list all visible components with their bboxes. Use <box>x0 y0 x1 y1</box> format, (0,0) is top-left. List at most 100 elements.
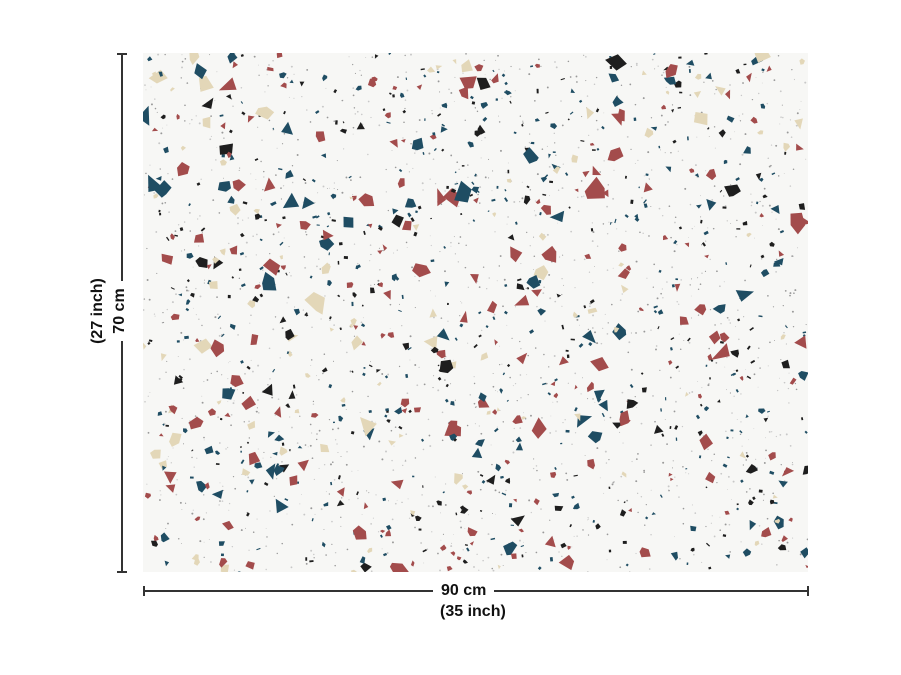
speck <box>462 549 464 551</box>
speck <box>326 116 329 119</box>
speck <box>351 390 354 393</box>
speck <box>203 556 205 558</box>
chip-small <box>568 206 571 209</box>
terrazzo-chip <box>359 556 366 564</box>
speck <box>648 177 650 180</box>
speck <box>423 562 425 564</box>
terrazzo-chip <box>466 490 473 495</box>
terrazzo-chip <box>229 245 238 255</box>
terrazzo-chip <box>634 213 639 220</box>
speck <box>533 255 536 258</box>
chip-small <box>332 421 335 424</box>
terrazzo-chip <box>252 295 260 303</box>
speck <box>218 504 220 506</box>
speck <box>217 416 220 419</box>
speck <box>410 143 412 145</box>
speck <box>183 368 185 371</box>
speck <box>429 445 432 448</box>
speck <box>550 415 552 417</box>
speck <box>143 194 145 196</box>
speck <box>295 394 298 396</box>
speck <box>430 244 432 247</box>
speck <box>594 331 597 334</box>
speck <box>209 138 212 141</box>
terrazzo-chip <box>499 388 503 394</box>
speck <box>270 456 272 458</box>
chip-small <box>736 507 740 511</box>
terrazzo-chip <box>749 520 757 531</box>
speck <box>673 250 676 253</box>
speck <box>276 147 278 149</box>
terrazzo-chip <box>222 520 234 531</box>
speck <box>418 119 421 121</box>
chip-small <box>756 201 759 205</box>
terrazzo-chip <box>144 492 151 499</box>
speck <box>552 401 554 403</box>
speck <box>664 123 667 126</box>
chip-small <box>147 341 151 346</box>
speck <box>433 375 435 377</box>
chip-small <box>348 175 352 179</box>
speck <box>195 287 197 290</box>
speck <box>248 420 250 423</box>
chip-small <box>309 560 314 563</box>
speck <box>580 393 582 395</box>
terrazzo-chip <box>385 529 392 537</box>
speck <box>165 528 167 530</box>
terrazzo-chip <box>249 479 255 485</box>
speck <box>422 189 424 191</box>
speck <box>368 492 370 494</box>
terrazzo-chip <box>436 500 442 506</box>
chip-small <box>653 309 658 314</box>
terrazzo-chip <box>262 258 281 276</box>
speck <box>448 88 450 91</box>
speck <box>414 307 416 309</box>
terrazzo-chip <box>321 367 328 373</box>
speck <box>757 92 760 95</box>
speck <box>530 414 532 417</box>
speck <box>258 412 260 414</box>
terrazzo-chip <box>367 78 377 88</box>
chip-small <box>608 549 612 553</box>
speck <box>158 377 161 380</box>
chip-small <box>304 312 308 317</box>
speck <box>239 167 241 169</box>
speck <box>218 334 221 337</box>
speck <box>353 107 356 109</box>
speck <box>497 54 499 57</box>
terrazzo-chip <box>608 73 620 83</box>
speck <box>256 233 258 236</box>
terrazzo-chip <box>297 459 309 472</box>
chip-small <box>383 552 388 557</box>
chip-small <box>239 251 245 256</box>
speck <box>777 175 780 177</box>
chip-small <box>758 315 763 318</box>
speck <box>370 284 372 286</box>
speck <box>341 191 344 194</box>
terrazzo-chip <box>163 146 169 154</box>
chip-small <box>669 426 672 430</box>
terrazzo-chip <box>592 165 602 176</box>
terrazzo-chip <box>450 551 456 557</box>
speck <box>451 542 453 544</box>
speck <box>202 518 205 521</box>
speck <box>791 310 794 313</box>
speck <box>775 435 777 438</box>
terrazzo-chip <box>229 323 236 330</box>
speck <box>198 318 200 320</box>
terrazzo-chip <box>230 375 244 388</box>
chip-small <box>289 448 291 452</box>
speck <box>676 484 678 487</box>
speck <box>659 369 661 371</box>
speck <box>201 231 203 233</box>
speck <box>733 395 735 397</box>
terrazzo-chip <box>774 518 781 524</box>
speck <box>418 280 420 282</box>
speck <box>654 420 656 423</box>
terrazzo-chip <box>254 284 261 290</box>
speck <box>313 557 315 559</box>
speck <box>240 87 243 89</box>
terrazzo-chip <box>670 477 674 482</box>
speck <box>145 89 147 91</box>
chip-small <box>509 100 512 104</box>
